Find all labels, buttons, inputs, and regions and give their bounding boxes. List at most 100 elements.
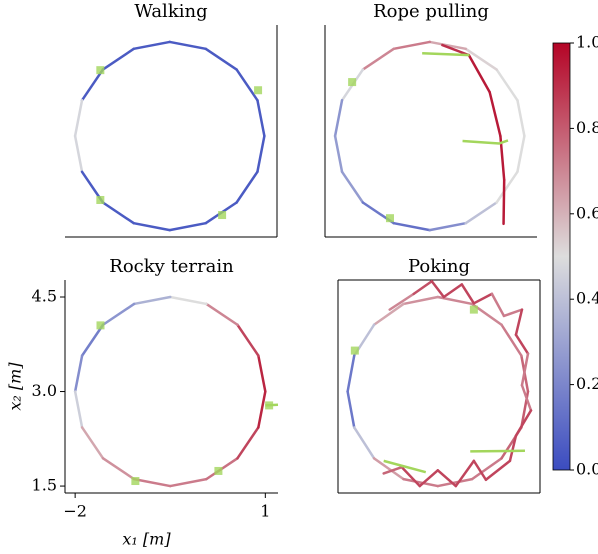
trajectory-segment bbox=[392, 40, 431, 51]
trajectory-segment bbox=[520, 383, 533, 412]
trajectory-segment bbox=[168, 295, 208, 306]
contact-path bbox=[422, 51, 470, 57]
contact-marker bbox=[96, 321, 105, 330]
x-axis-label: x₁ [m] bbox=[122, 530, 171, 549]
trajectory-segment bbox=[514, 308, 524, 337]
trajectory-segment bbox=[372, 302, 405, 326]
colorbar-tick-label: 0.8 bbox=[576, 118, 598, 137]
colorbar-tick-label: 0.4 bbox=[576, 289, 598, 308]
trajectory-segment bbox=[495, 170, 519, 204]
contact-marker bbox=[385, 214, 394, 223]
contact-marker bbox=[265, 401, 274, 410]
trajectory-segment bbox=[382, 465, 403, 475]
trajectory-segment bbox=[132, 40, 171, 51]
contact-path bbox=[383, 459, 427, 474]
trajectory-segment bbox=[500, 323, 523, 357]
trajectory-segment bbox=[470, 457, 503, 481]
trajectory-segment bbox=[101, 201, 136, 225]
trajectory-segment bbox=[402, 477, 440, 488]
panel-title: Rocky terrain bbox=[109, 256, 234, 277]
trajectory-segment bbox=[392, 221, 431, 232]
trajectory-segment bbox=[502, 178, 506, 226]
contact-marker bbox=[218, 211, 227, 220]
colorbar-tick-label: 0.2 bbox=[576, 374, 598, 393]
trajectory-segment bbox=[346, 390, 356, 429]
trajectory-segment bbox=[484, 459, 512, 482]
trajectory-segment bbox=[372, 457, 405, 481]
trajectory-segment bbox=[472, 459, 488, 482]
trajectory-segment bbox=[73, 134, 84, 174]
trajectory-segment bbox=[80, 323, 105, 357]
contact-marker bbox=[214, 466, 223, 475]
trajectory-segment bbox=[516, 99, 526, 138]
trajectory-segment bbox=[73, 354, 84, 393]
trajectory-segment bbox=[333, 134, 344, 174]
panel-title: Walking bbox=[134, 1, 207, 22]
trajectory-segment bbox=[80, 68, 105, 102]
trajectory-segment bbox=[400, 465, 422, 488]
trajectory-segment bbox=[236, 323, 260, 357]
trajectory-segment bbox=[73, 99, 84, 138]
trajectory-segment bbox=[428, 40, 467, 51]
contact-marker bbox=[131, 477, 140, 486]
trajectory-segment bbox=[502, 308, 524, 318]
trajectory-segment bbox=[235, 68, 259, 102]
trajectory-segment bbox=[464, 47, 498, 71]
contact-marker bbox=[96, 66, 105, 75]
contact-marker bbox=[348, 78, 357, 87]
trajectory-segment bbox=[204, 47, 238, 71]
colorbar-tick-label: 1.0 bbox=[576, 33, 598, 52]
trajectory-segment bbox=[236, 426, 260, 460]
contact-marker bbox=[254, 86, 263, 95]
trajectory-segment bbox=[442, 283, 464, 299]
trajectory-segment bbox=[514, 333, 530, 355]
trajectory-segment bbox=[388, 292, 415, 311]
trajectory-segment bbox=[428, 221, 467, 232]
trajectory-segment bbox=[101, 47, 136, 71]
trajectory-segment bbox=[508, 434, 518, 463]
trajectory-segment bbox=[101, 457, 136, 481]
trajectory-segment bbox=[168, 477, 208, 488]
trajectory-segment bbox=[418, 469, 440, 488]
colorbar-tick-label: 0.6 bbox=[576, 203, 598, 222]
trajectory-segment bbox=[520, 352, 530, 387]
trajectory-segment bbox=[460, 283, 476, 305]
trajectory-segment bbox=[132, 295, 172, 306]
trajectory-segment bbox=[436, 469, 458, 488]
colorbar-tick-label: 0.0 bbox=[576, 460, 598, 479]
contact-path bbox=[470, 449, 525, 453]
trajectory-segment bbox=[257, 354, 267, 393]
trajectory-segment bbox=[352, 426, 376, 460]
trajectory-segment bbox=[454, 459, 476, 488]
trajectory-segment bbox=[441, 43, 471, 57]
trajectory-segment bbox=[333, 99, 344, 138]
panel-title: Rope pulling bbox=[373, 1, 489, 22]
trajectory-segment bbox=[472, 292, 494, 305]
trajectory-segment bbox=[436, 295, 474, 306]
trajectory-segment bbox=[361, 47, 396, 71]
y-tick-label: 3.0 bbox=[32, 381, 57, 400]
trajectory-segment bbox=[132, 221, 171, 232]
trajectory-segment bbox=[80, 426, 105, 460]
trajectory-segment bbox=[235, 170, 259, 204]
trajectory-segment bbox=[346, 354, 356, 393]
trajectory-segment bbox=[430, 280, 446, 299]
panel-title: Poking bbox=[408, 256, 470, 277]
trajectory-segment bbox=[168, 40, 207, 51]
colorbar bbox=[552, 42, 571, 471]
contact-path bbox=[462, 139, 509, 145]
trajectory-segment bbox=[488, 90, 502, 138]
trajectory-segment bbox=[436, 477, 474, 488]
trajectory-segment bbox=[132, 477, 172, 488]
trajectory-segment bbox=[256, 99, 266, 138]
trajectory-segment bbox=[514, 409, 533, 437]
trajectory-segment bbox=[340, 170, 365, 204]
contact-marker bbox=[96, 195, 105, 204]
trajectory-segment bbox=[101, 302, 136, 326]
y-tick-label: 1.5 bbox=[32, 476, 57, 495]
trajectory-segment bbox=[205, 302, 239, 326]
trajectory-segment bbox=[73, 390, 84, 429]
y-tick-label: 4.5 bbox=[32, 287, 57, 306]
trajectory-segment bbox=[467, 53, 491, 94]
